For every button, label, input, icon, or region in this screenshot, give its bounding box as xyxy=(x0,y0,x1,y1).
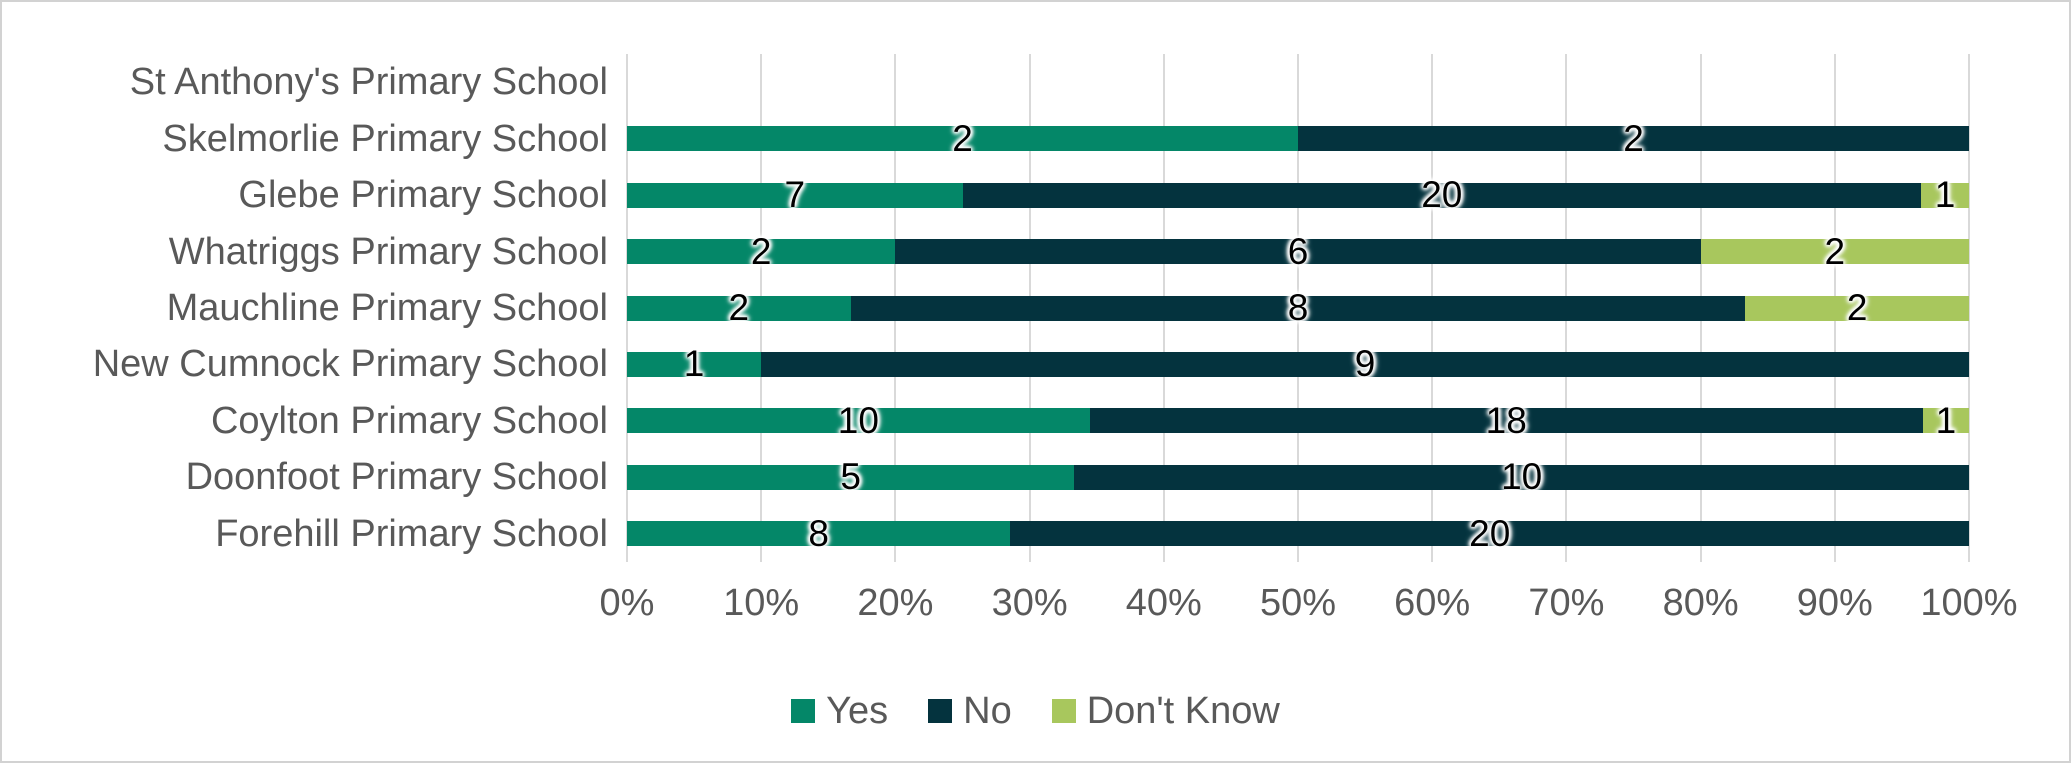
data-label: 20 xyxy=(1421,174,1463,216)
x-axis-tick-label: 90% xyxy=(1796,582,1873,624)
bar-segment-don-t-know: 2 xyxy=(1745,287,1969,328)
bar-segment-yes: 8 xyxy=(627,513,1011,554)
data-label: 9 xyxy=(1354,343,1376,385)
bar-segment-yes: 2 xyxy=(627,287,851,328)
data-label: 6 xyxy=(1287,230,1309,272)
data-label: 10 xyxy=(1501,456,1543,498)
legend-label: Don't Know xyxy=(1086,689,1280,732)
bar-segment-yes: 2 xyxy=(627,118,1298,159)
data-label: 2 xyxy=(1623,117,1644,159)
bar-segment-yes: 10 xyxy=(627,400,1090,441)
x-axis-tick-label: 30% xyxy=(991,582,1068,624)
data-label: 2 xyxy=(750,230,772,272)
bar-segment-no: 20 xyxy=(1010,513,1969,554)
bar-segment-no: 6 xyxy=(895,231,1701,272)
category-label-new-cumnock-primary-school: New Cumnock Primary School xyxy=(92,343,608,386)
data-label: 10 xyxy=(837,399,879,441)
data-label: 20 xyxy=(1469,512,1511,554)
x-axis-tick-label: 40% xyxy=(1125,582,1202,624)
category-label-doonfoot-primary-school: Doonfoot Primary School xyxy=(185,456,608,499)
x-axis-tick-label: 50% xyxy=(1259,582,1337,624)
bar-segment-yes: 7 xyxy=(627,174,963,215)
data-label: 1 xyxy=(1935,399,1957,441)
bar-segment-no: 8 xyxy=(850,287,1746,328)
bar-segment-no: 2 xyxy=(1298,118,1969,159)
bar-segment-no: 20 xyxy=(962,174,1922,215)
legend-swatch-no xyxy=(928,699,953,723)
data-label: 7 xyxy=(784,174,806,216)
x-axis-tick-label: 80% xyxy=(1662,582,1739,624)
category-label-whatriggs-primary-school: Whatriggs Primary School xyxy=(168,230,608,273)
bar-segment-yes: 5 xyxy=(627,456,1075,497)
legend-swatch-yes xyxy=(791,699,816,723)
category-label-skelmorlie-primary-school: Skelmorlie Primary School xyxy=(162,117,608,160)
bar-segment-don-t-know: 1 xyxy=(1922,400,1969,441)
bar-segment-don-t-know: 2 xyxy=(1700,231,1969,272)
x-axis-tick-label: 100% xyxy=(1920,582,2018,624)
data-label: 2 xyxy=(952,117,973,159)
gridline xyxy=(1968,54,1970,562)
data-label: 18 xyxy=(1485,399,1527,441)
legend-label: No xyxy=(963,689,1012,732)
category-label-mauchline-primary-school: Mauchline Primary School xyxy=(166,287,608,329)
bar-segment-no: 10 xyxy=(1074,456,1969,497)
x-axis-tick-label: 20% xyxy=(857,582,934,624)
data-label: 8 xyxy=(808,512,829,554)
bar-segment-don-t-know: 1 xyxy=(1921,174,1969,215)
legend-item-don-t-know: Don't Know xyxy=(1051,689,1280,733)
x-axis-tick-label: 0% xyxy=(599,582,655,624)
legend-item-no: No xyxy=(928,690,1012,733)
category-label-glebe-primary-school: Glebe Primary School xyxy=(238,174,608,217)
data-label: 2 xyxy=(1846,287,1868,328)
data-label: 1 xyxy=(1934,174,1956,216)
data-label: 2 xyxy=(728,287,750,328)
legend-item-yes: Yes xyxy=(791,690,888,733)
x-axis-tick-label: 60% xyxy=(1394,582,1471,624)
legend-swatch-don-t-know xyxy=(1051,699,1076,723)
bar-segment-no: 9 xyxy=(761,343,1969,384)
bar-segment-yes: 2 xyxy=(627,231,896,272)
bar-segment-no: 18 xyxy=(1089,400,1923,441)
category-label-forehill-primary-school: Forehill Primary School xyxy=(215,512,608,555)
category-label-st-anthony-s-primary-school: St Anthony's Primary School xyxy=(129,61,608,104)
data-label: 8 xyxy=(1287,287,1309,328)
legend-label: Yes xyxy=(826,689,889,732)
legend: Yes No Don't Know xyxy=(2,686,2069,736)
data-label: 2 xyxy=(1824,230,1846,272)
data-label: 5 xyxy=(840,456,861,498)
x-axis-tick-label: 10% xyxy=(723,582,800,624)
category-label-coylton-primary-school: Coylton Primary School xyxy=(210,399,608,442)
data-label: 1 xyxy=(683,343,705,385)
bar-segment-yes: 1 xyxy=(627,343,762,384)
x-axis-tick-label: 70% xyxy=(1528,582,1605,624)
